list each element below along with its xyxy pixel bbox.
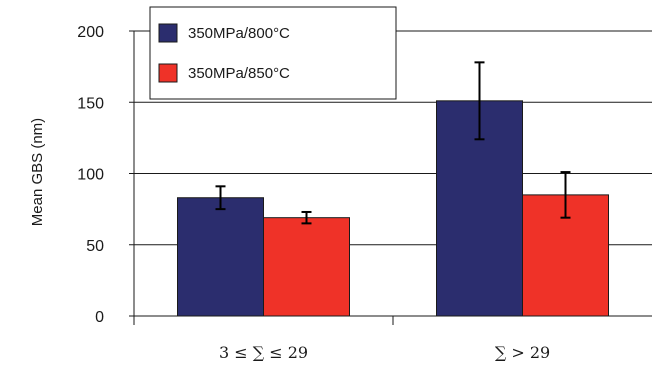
bars <box>177 100 609 317</box>
y-tick-label-0: 0 <box>95 309 104 326</box>
category-labels: 3 ≤ ∑ ≤ 29 ∑ > 29 <box>219 343 550 362</box>
y-tick-label-50: 50 <box>86 238 104 255</box>
legend-label-2: 350MPa/850°C <box>188 65 290 82</box>
bar-1-1 <box>177 197 264 317</box>
y-tick-label-150: 150 <box>77 95 104 112</box>
legend-label-1: 350MPa/800°C <box>188 25 290 42</box>
category-label-1: 3 ≤ ∑ ≤ 29 <box>219 343 308 362</box>
category-label-2: ∑ > 29 <box>495 343 550 362</box>
legend-swatch-1 <box>158 23 178 43</box>
axes <box>129 30 652 325</box>
legend-box <box>149 6 397 100</box>
y-tick-label-200: 200 <box>77 24 104 41</box>
error-bars <box>215 61 571 225</box>
y-axis-title: Mean GBS (nm) <box>29 118 46 226</box>
y-tick-label-100: 100 <box>77 167 104 184</box>
bar-2-1 <box>263 217 350 317</box>
legend-swatch-2 <box>158 63 178 83</box>
y-tick-labels: 0 50 100 150 200 <box>77 24 104 326</box>
legend: 350MPa/800°C 350MPa/850°C <box>149 6 397 100</box>
